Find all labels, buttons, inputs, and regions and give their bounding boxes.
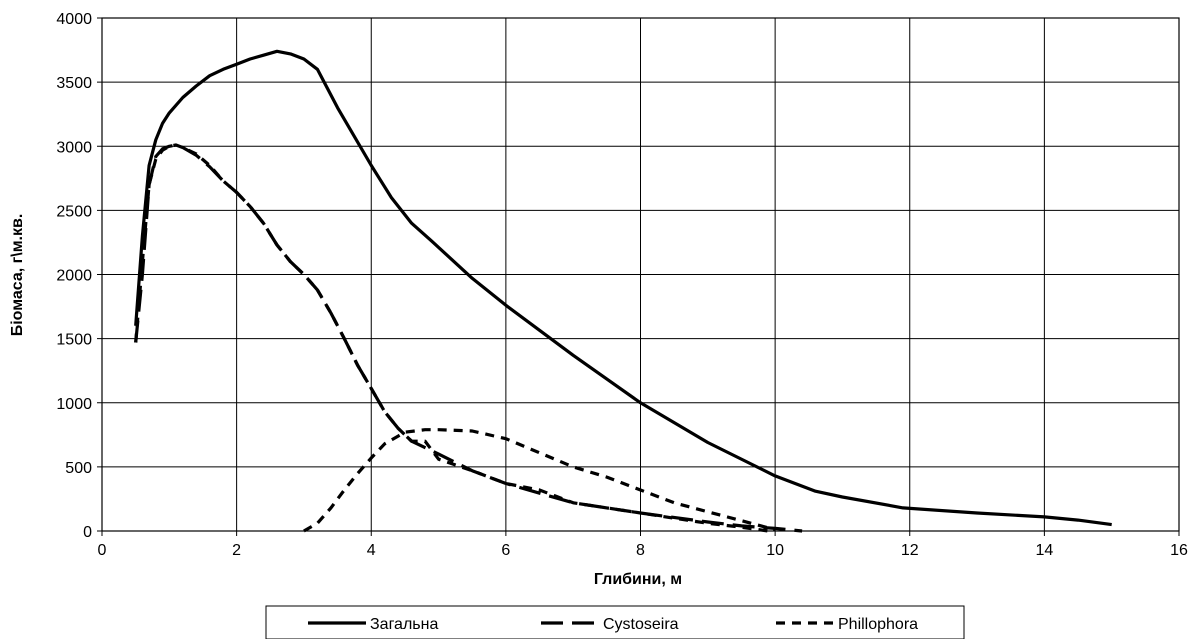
legend: Загальна Cystoseira Phillophora [265, 605, 965, 639]
x-tick-label: 16 [1170, 542, 1188, 559]
y-tick-label: 0 [83, 524, 92, 541]
y-tick-labels: 0 500 1000 1500 2000 2500 3000 3500 4000 [56, 11, 102, 541]
series-line-phillophora-3 [303, 428, 776, 533]
y-tick-label: 2500 [56, 203, 92, 220]
series-lines [134, 49, 1112, 533]
legend-label-1: Cystoseira [603, 616, 679, 633]
y-tick-label: 1000 [56, 396, 92, 413]
y-tick-label: 4000 [56, 11, 92, 28]
x-axis-title: Глибини, м [594, 571, 682, 588]
legend-box [265, 605, 965, 639]
legend-label-0: Загальна [370, 616, 438, 633]
x-tick-label: 8 [636, 542, 645, 559]
series-line-phillophora-2 [134, 143, 769, 533]
x-tick-label: 14 [1035, 542, 1053, 559]
x-tick-label: 6 [501, 542, 510, 559]
x-tick-label: 2 [232, 542, 241, 559]
series-line-загальна-0 [134, 49, 1112, 527]
x-tick-label: 12 [901, 542, 919, 559]
x-tick-labels: 0 2 4 6 8 10 12 14 16 [98, 531, 1188, 559]
y-tick-label: 3000 [56, 139, 92, 156]
y-tick-label: 3500 [56, 75, 92, 92]
x-tick-label: 4 [367, 542, 376, 559]
y-tick-label: 1500 [56, 332, 92, 349]
y-tick-label: 2000 [56, 268, 92, 285]
y-tick-label: 500 [65, 460, 92, 477]
legend-label-2: Phillophora [838, 616, 918, 633]
x-tick-label: 0 [98, 542, 107, 559]
y-axis-title: Біомаса, г\м.кв. [9, 214, 26, 337]
x-tick-label: 10 [766, 542, 784, 559]
